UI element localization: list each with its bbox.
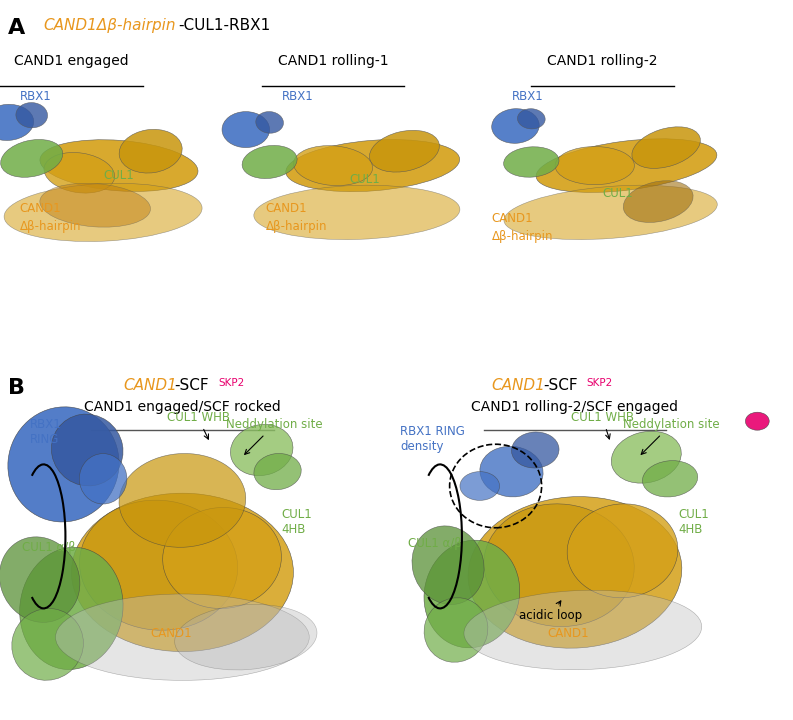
Ellipse shape	[40, 140, 198, 192]
Ellipse shape	[480, 446, 543, 497]
Text: acidic loop: acidic loop	[519, 601, 583, 622]
Text: CAND1: CAND1	[20, 202, 61, 215]
Ellipse shape	[567, 504, 678, 598]
Ellipse shape	[460, 472, 500, 500]
Text: CAND1: CAND1	[151, 627, 192, 640]
Text: -SCF: -SCF	[174, 378, 209, 393]
Text: CAND1: CAND1	[492, 378, 546, 393]
Ellipse shape	[1, 140, 63, 177]
Text: CAND1 engaged: CAND1 engaged	[14, 54, 128, 68]
Ellipse shape	[370, 130, 439, 172]
Ellipse shape	[484, 504, 634, 626]
Ellipse shape	[536, 139, 717, 192]
Ellipse shape	[511, 432, 559, 468]
Text: SKP2: SKP2	[587, 378, 613, 388]
Ellipse shape	[174, 604, 317, 670]
Ellipse shape	[504, 185, 718, 240]
Text: CUL1 WHB: CUL1 WHB	[571, 411, 634, 439]
Ellipse shape	[518, 109, 545, 129]
Text: Δβ-hairpin: Δβ-hairpin	[266, 220, 328, 233]
Ellipse shape	[492, 109, 539, 143]
Text: Δβ-hairpin: Δβ-hairpin	[20, 220, 82, 233]
Ellipse shape	[424, 540, 519, 648]
Text: CAND1: CAND1	[123, 378, 177, 393]
Ellipse shape	[222, 112, 270, 148]
Ellipse shape	[52, 414, 123, 486]
Ellipse shape	[424, 598, 488, 662]
Text: CUL1
4HB: CUL1 4HB	[678, 508, 709, 536]
Text: CAND1 engaged/SCF rocked: CAND1 engaged/SCF rocked	[84, 400, 281, 413]
Text: RBX1: RBX1	[282, 90, 313, 103]
Ellipse shape	[285, 140, 460, 192]
Text: CAND1 rolling-2: CAND1 rolling-2	[547, 54, 658, 68]
Text: CUL1 α/β: CUL1 α/β	[22, 541, 76, 554]
Text: Neddylation site: Neddylation site	[623, 418, 719, 454]
Ellipse shape	[20, 547, 123, 670]
Ellipse shape	[44, 153, 115, 193]
Ellipse shape	[79, 500, 238, 630]
Text: B: B	[8, 378, 25, 398]
Text: CUL1: CUL1	[103, 169, 134, 182]
Text: CAND1: CAND1	[266, 202, 307, 215]
Text: CUL1 α/β: CUL1 α/β	[408, 537, 462, 550]
Text: RBX1
RING: RBX1 RING	[30, 418, 62, 446]
Ellipse shape	[293, 145, 373, 186]
Ellipse shape	[611, 431, 681, 483]
Ellipse shape	[119, 454, 246, 547]
Ellipse shape	[0, 537, 80, 622]
Text: -CUL1-RBX1: -CUL1-RBX1	[178, 18, 270, 33]
Text: RBX1 RING
density: RBX1 RING density	[400, 426, 465, 453]
Ellipse shape	[119, 130, 182, 173]
Text: CAND1 rolling-1: CAND1 rolling-1	[278, 54, 389, 68]
Ellipse shape	[242, 145, 297, 179]
Ellipse shape	[16, 102, 48, 128]
Ellipse shape	[40, 183, 151, 228]
Text: -SCF: -SCF	[543, 378, 578, 393]
Text: CAND1Δβ-hairpin: CAND1Δβ-hairpin	[44, 18, 176, 33]
Text: CAND1 rolling-2/SCF engaged: CAND1 rolling-2/SCF engaged	[471, 400, 679, 413]
Ellipse shape	[254, 185, 460, 240]
Ellipse shape	[231, 424, 293, 476]
Text: RBX1: RBX1	[20, 90, 52, 103]
Ellipse shape	[71, 493, 293, 652]
Text: CUL1: CUL1	[603, 187, 634, 200]
Ellipse shape	[12, 608, 83, 680]
Ellipse shape	[555, 146, 634, 185]
Text: SKP2: SKP2	[218, 378, 244, 388]
Ellipse shape	[0, 104, 33, 140]
Ellipse shape	[745, 412, 769, 430]
Text: CUL1 WHB: CUL1 WHB	[167, 411, 229, 439]
Ellipse shape	[56, 594, 309, 680]
Ellipse shape	[464, 590, 702, 670]
Text: RBX1: RBX1	[511, 90, 543, 103]
Ellipse shape	[468, 497, 682, 648]
Ellipse shape	[4, 184, 202, 241]
Ellipse shape	[254, 454, 301, 490]
Text: Δβ-hairpin: Δβ-hairpin	[492, 230, 554, 243]
Text: Neddylation site: Neddylation site	[226, 418, 323, 454]
Ellipse shape	[623, 181, 693, 222]
Text: CAND1: CAND1	[547, 627, 588, 640]
Ellipse shape	[79, 454, 127, 504]
Text: CUL1
4HB: CUL1 4HB	[282, 508, 312, 536]
Ellipse shape	[642, 461, 698, 497]
Ellipse shape	[412, 526, 484, 605]
Text: CUL1: CUL1	[349, 173, 380, 186]
Ellipse shape	[8, 407, 119, 522]
Ellipse shape	[504, 147, 559, 177]
Ellipse shape	[256, 112, 283, 133]
Text: CAND1: CAND1	[492, 212, 533, 225]
Ellipse shape	[632, 127, 700, 168]
Ellipse shape	[163, 508, 282, 608]
Text: A: A	[8, 18, 25, 38]
